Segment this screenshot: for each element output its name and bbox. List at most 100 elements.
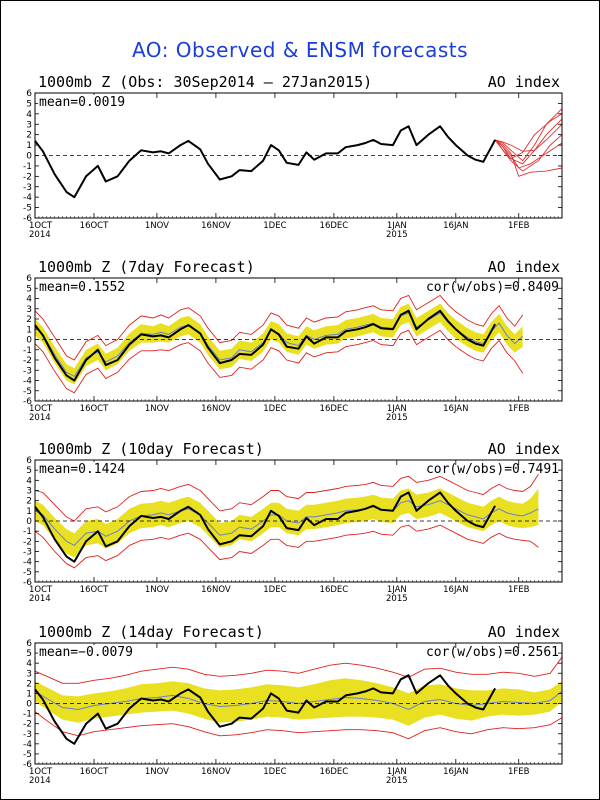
y-tick-label: 6: [26, 274, 32, 284]
y-tick-label: 3: [26, 305, 32, 315]
y-tick-label: -1: [23, 346, 32, 356]
page-title: AO: Observed & ENSM forecasts: [131, 38, 469, 62]
panel-index-label: AO index: [488, 258, 560, 276]
mean-annotation: mean=0.1424: [39, 462, 125, 477]
y-tick-label: -1: [23, 710, 32, 720]
panel-index-label: AO index: [488, 623, 560, 641]
forecast-member-line: [494, 139, 563, 169]
y-tick-label: -4: [23, 558, 32, 568]
x-tick-year: 2014: [29, 776, 51, 786]
y-tick-label: -4: [23, 740, 32, 750]
y-tick-label: 5: [26, 466, 32, 476]
forecast-member-line: [494, 113, 563, 160]
x-tick-label: 1OCT: [29, 404, 53, 414]
y-tick-label: 1: [26, 689, 32, 699]
x-tick-label: 1OCT: [29, 221, 53, 231]
y-tick-label: 2: [26, 131, 32, 141]
observed-line: [34, 309, 496, 382]
x-tick-label: 16JAN: [443, 767, 468, 777]
ensemble-spread-band: [35, 303, 523, 385]
panel-title: 1000mb Z (10day Forecast): [38, 440, 264, 458]
x-tick-label: 16NOV: [201, 404, 231, 414]
y-tick-label: -4: [23, 377, 32, 387]
y-tick-label: -2: [23, 172, 32, 182]
x-tick-label: 16NOV: [201, 767, 231, 777]
ensemble-lower-bound: [34, 329, 524, 394]
forecast-member-line: [494, 118, 563, 165]
x-tick-label: 1NOV: [145, 221, 169, 231]
x-tick-year: 2015: [386, 230, 408, 240]
correlation-annotation: cor(w/obs)=0.2561: [426, 645, 559, 660]
ensemble-lower-bound: [34, 711, 563, 740]
y-tick-label: 3: [26, 487, 32, 497]
ensemble-upper-bound: [34, 656, 563, 684]
y-tick-label: -2: [23, 720, 32, 730]
mean-annotation: mean=−0.0079: [39, 645, 133, 660]
x-tick-label: 1OCT: [29, 767, 53, 777]
x-tick-label: 16OCT: [80, 767, 109, 777]
y-tick-label: 4: [26, 295, 32, 305]
x-tick-label: 1FEB: [508, 767, 530, 777]
panel-index-label: AO index: [488, 440, 560, 458]
x-tick-label: 1JAN: [387, 221, 407, 231]
x-tick-year: 2014: [29, 230, 51, 240]
correlation-annotation: cor(w/obs)=0.8409: [426, 280, 559, 295]
ensemble-upper-bound: [34, 473, 539, 522]
annotation-backing: [38, 645, 134, 660]
y-tick-label: -2: [23, 356, 32, 366]
x-tick-label: 1DEC: [263, 221, 286, 231]
y-tick-label: -5: [23, 387, 32, 397]
y-tick-label: 3: [26, 120, 32, 130]
annotation-backing: [38, 462, 127, 477]
y-tick-label: -5: [23, 750, 32, 760]
y-tick-label: 6: [26, 456, 32, 466]
panel-title: 1000mb Z (Obs: 30Sep2014 – 27Jan2015): [38, 73, 372, 91]
x-tick-label: 1NOV: [145, 404, 169, 414]
observed-line: [34, 125, 496, 199]
panel-title: 1000mb Z (14day Forecast): [38, 623, 264, 641]
ensemble-mean-line: [34, 500, 539, 547]
forecast-member-line: [494, 139, 563, 177]
y-tick-label: 4: [26, 110, 32, 120]
mean-annotation: mean=0.0019: [39, 95, 125, 110]
y-tick-label: -1: [23, 527, 32, 537]
x-tick-year: 2014: [29, 594, 51, 604]
y-tick-label: 2: [26, 315, 32, 325]
correlation-annotation: cor(w/obs)=0.7491: [426, 462, 559, 477]
y-tick-label: -3: [23, 183, 32, 193]
x-tick-year: 2015: [386, 413, 408, 423]
x-tick-label: 16NOV: [201, 585, 231, 595]
y-tick-label: 4: [26, 659, 32, 669]
x-tick-label: 16JAN: [443, 585, 468, 595]
y-tick-label: -6: [23, 578, 32, 588]
y-tick-label: -5: [23, 568, 32, 578]
x-tick-year: 2015: [386, 594, 408, 604]
ensemble-spread-band: [35, 678, 562, 726]
x-tick-label: 16OCT: [80, 585, 109, 595]
y-tick-label: 5: [26, 99, 32, 109]
x-tick-label: 1FEB: [508, 585, 530, 595]
x-tick-label: 1NOV: [145, 585, 169, 595]
x-tick-label: 1JAN: [387, 767, 407, 777]
y-tick-label: 1: [26, 325, 32, 335]
mean-annotation: mean=0.1552: [39, 280, 125, 295]
x-tick-label: 16OCT: [80, 221, 109, 231]
observed-line: [34, 674, 496, 745]
y-tick-label: 1: [26, 507, 32, 517]
ensemble-mean-line: [34, 690, 563, 711]
x-tick-label: 16OCT: [80, 404, 109, 414]
y-tick-label: -5: [23, 204, 32, 214]
ensemble-upper-bound: [34, 294, 524, 361]
x-tick-label: 1JAN: [387, 404, 407, 414]
y-tick-label: 3: [26, 669, 32, 679]
y-tick-label: 0: [26, 336, 32, 346]
x-tick-label: 16DEC: [320, 767, 349, 777]
y-tick-label: 2: [26, 497, 32, 507]
x-tick-label: 16DEC: [320, 585, 349, 595]
y-tick-label: -6: [23, 214, 32, 224]
y-tick-label: 0: [26, 517, 32, 527]
x-tick-label: 1FEB: [508, 404, 530, 414]
x-tick-label: 1FEB: [508, 221, 530, 231]
